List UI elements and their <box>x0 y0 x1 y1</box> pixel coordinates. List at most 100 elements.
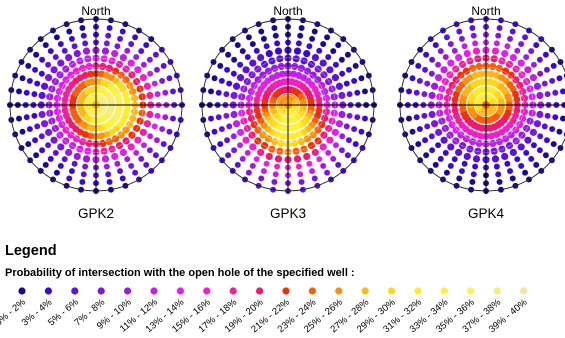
data-point <box>505 142 514 150</box>
data-point <box>319 162 327 170</box>
data-point <box>119 148 127 156</box>
data-point <box>428 132 436 140</box>
data-point <box>32 51 40 59</box>
data-point <box>478 78 486 86</box>
data-point <box>455 175 463 182</box>
data-point <box>215 113 223 121</box>
data-point <box>530 141 538 149</box>
data-point <box>491 47 500 55</box>
data-point <box>463 152 471 161</box>
data-point <box>139 128 147 136</box>
data-point <box>432 161 440 169</box>
data-point <box>314 76 322 84</box>
data-point <box>322 94 331 102</box>
data-point <box>338 70 346 78</box>
data-point <box>238 109 246 117</box>
data-point <box>68 35 76 43</box>
data-point <box>79 178 86 186</box>
data-point <box>19 74 26 82</box>
data-point <box>248 71 256 79</box>
legend-swatch <box>203 287 211 295</box>
data-point <box>140 141 148 149</box>
data-point <box>353 89 361 97</box>
data-point <box>223 112 230 120</box>
data-point <box>207 115 215 122</box>
data-point <box>338 91 346 100</box>
legend-swatch <box>388 287 396 295</box>
data-point <box>61 106 69 115</box>
data-point <box>76 145 84 153</box>
data-point <box>146 132 154 140</box>
legend-swatch <box>44 287 53 295</box>
data-point <box>86 70 95 78</box>
legend-swatch <box>520 287 528 295</box>
data-point <box>506 167 514 175</box>
data-point <box>409 74 416 82</box>
data-point <box>61 155 69 163</box>
data-point <box>437 155 445 163</box>
data-point <box>432 41 440 49</box>
data-point <box>117 71 125 79</box>
data-point <box>232 82 241 90</box>
data-point <box>236 61 244 69</box>
data-point <box>471 163 479 170</box>
data-point <box>323 169 331 177</box>
data-point <box>117 131 125 139</box>
data-point <box>42 161 50 169</box>
data-point <box>461 42 468 50</box>
data-point <box>443 94 452 102</box>
data-point <box>119 54 127 62</box>
legend-swatch <box>124 287 132 295</box>
data-point <box>122 65 130 73</box>
data-point <box>230 110 238 119</box>
data-point <box>230 91 238 100</box>
data-point <box>423 123 431 130</box>
data-point <box>128 131 136 139</box>
data-point <box>509 28 517 35</box>
data-point <box>53 108 62 116</box>
data-point <box>512 126 520 134</box>
data-point <box>314 65 322 73</box>
data-point <box>457 131 465 139</box>
data-point <box>234 41 242 49</box>
data-point <box>518 131 526 139</box>
data-point <box>253 106 261 115</box>
data-point <box>38 110 46 119</box>
data-point <box>361 115 369 122</box>
data-point <box>136 85 144 93</box>
data-point <box>123 155 131 163</box>
data-point <box>523 77 531 86</box>
data-point <box>100 55 108 63</box>
data-point <box>543 66 551 74</box>
data-point <box>517 59 525 67</box>
data-point <box>58 120 66 129</box>
data-point <box>137 47 145 55</box>
data-point <box>338 132 346 140</box>
data-point <box>496 178 503 186</box>
data-point <box>520 108 529 116</box>
data-point <box>315 47 323 55</box>
data-point <box>242 136 250 144</box>
data-point <box>318 120 326 129</box>
data-point <box>215 89 223 97</box>
stereonet-caption: GPK4 <box>468 206 505 221</box>
data-point <box>495 64 503 72</box>
data-point <box>458 167 466 175</box>
data-point <box>38 91 46 100</box>
data-point <box>160 140 168 148</box>
data-point <box>65 28 73 35</box>
data-point <box>556 128 563 136</box>
data-point <box>326 136 334 144</box>
data-point <box>52 149 60 157</box>
data-point <box>250 81 258 90</box>
data-point <box>15 88 23 95</box>
data-point <box>278 70 287 78</box>
data-point <box>516 81 524 90</box>
data-point <box>350 77 358 85</box>
data-point <box>306 160 313 168</box>
data-point <box>119 28 127 35</box>
data-point <box>56 131 64 139</box>
data-point <box>451 47 459 55</box>
data-point <box>338 146 346 154</box>
